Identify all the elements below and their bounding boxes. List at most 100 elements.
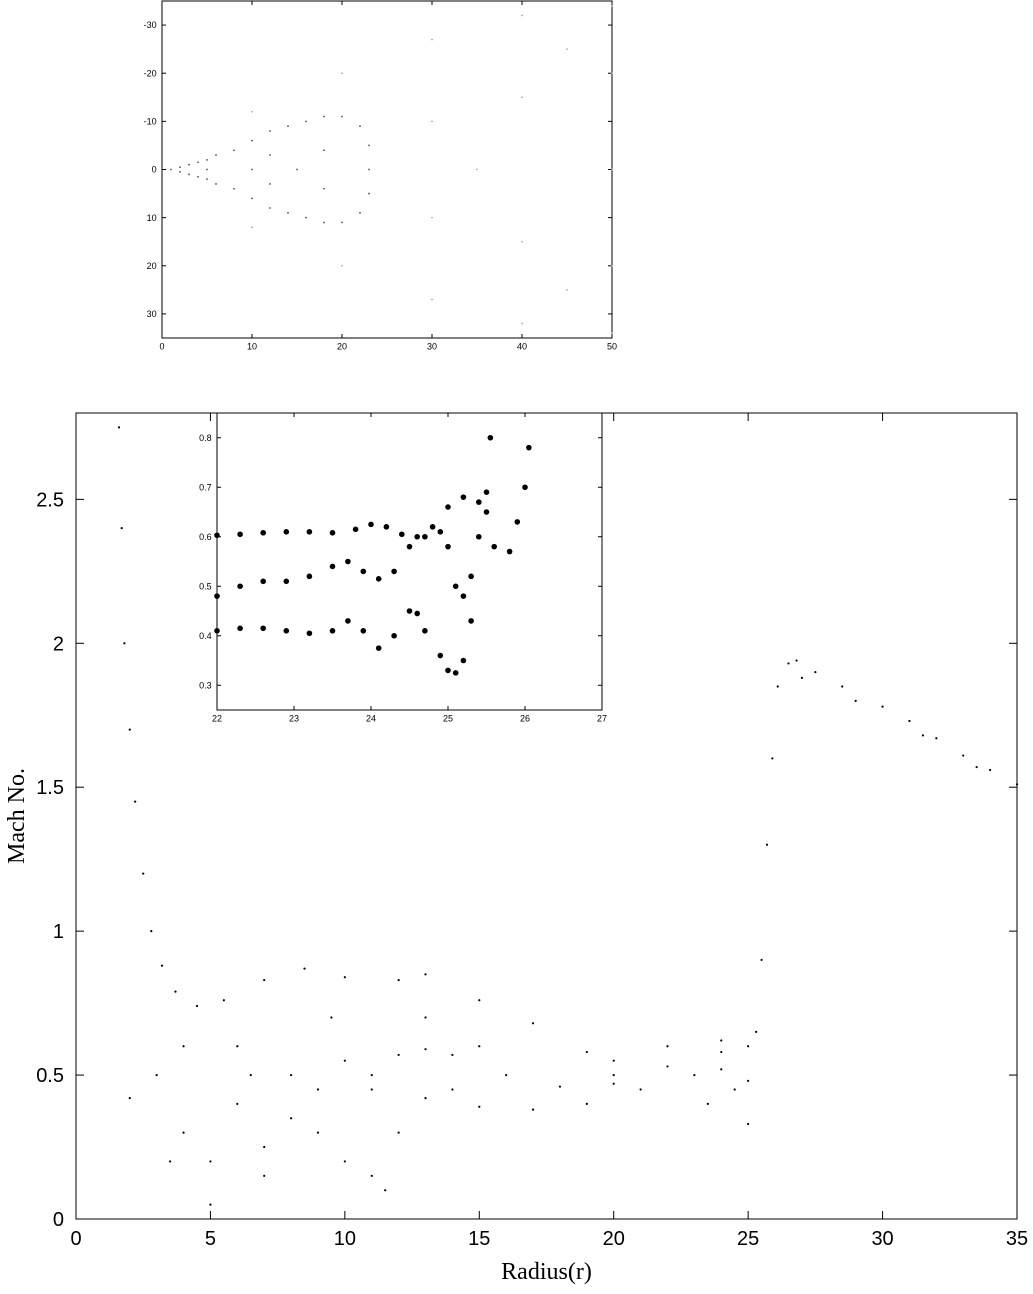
point: [306, 630, 313, 637]
x-tick-label: 15: [468, 1228, 490, 1250]
point: [289, 1117, 293, 1120]
x-tick-label: 26: [520, 714, 530, 724]
point: [370, 1088, 373, 1091]
point: [360, 628, 367, 634]
point: [117, 426, 121, 429]
point: [505, 1073, 508, 1077]
point: [566, 288, 568, 291]
point: [755, 1030, 758, 1033]
x-tick-label: 0: [159, 342, 164, 352]
point: [249, 1073, 252, 1077]
point: [720, 1050, 723, 1054]
point: [424, 1048, 427, 1051]
point: [305, 216, 307, 219]
point: [236, 1102, 239, 1105]
point: [429, 524, 436, 530]
point: [566, 48, 568, 51]
point: [424, 1016, 427, 1019]
y-tick-label: 1: [53, 921, 64, 943]
point: [397, 1053, 400, 1057]
point: [170, 168, 172, 171]
point: [437, 529, 444, 535]
y-tick-label: 0: [152, 165, 157, 175]
point: [215, 154, 217, 156]
point: [747, 1079, 750, 1082]
point: [854, 699, 857, 702]
point: [733, 1088, 736, 1091]
point: [283, 578, 290, 585]
point: [491, 543, 498, 550]
y-tick-label: 2.5: [36, 489, 64, 511]
point: [188, 173, 190, 176]
point: [195, 1004, 199, 1008]
point: [269, 183, 271, 185]
point: [329, 563, 336, 570]
point: [483, 489, 490, 496]
point: [460, 593, 467, 599]
point: [693, 1073, 696, 1077]
point: [209, 1203, 212, 1206]
point: [368, 144, 370, 147]
point: [383, 524, 390, 530]
point: [611, 332, 613, 335]
point: [514, 519, 521, 525]
point: [639, 1088, 642, 1091]
point: [483, 509, 490, 515]
point: [451, 1053, 454, 1057]
point: [558, 1085, 562, 1088]
point: [142, 872, 145, 875]
point: [370, 1174, 373, 1177]
point: [368, 192, 370, 195]
point: [343, 976, 346, 979]
point: [323, 221, 325, 224]
point: [323, 187, 325, 190]
point: [209, 1160, 212, 1163]
point: [468, 618, 474, 624]
x-axis-label: Radius(r): [501, 1259, 592, 1285]
point: [611, 4, 613, 7]
point: [343, 1160, 346, 1163]
x-tick-label: 24: [366, 714, 376, 724]
point: [437, 652, 444, 659]
x-tick-label: 10: [247, 342, 257, 352]
x-tick-label: 5: [205, 1228, 216, 1250]
point: [352, 526, 359, 533]
point: [476, 533, 482, 540]
point: [1015, 783, 1019, 786]
y-tick-label: 10: [147, 213, 157, 223]
point: [531, 1108, 535, 1111]
x-tick-label: 30: [427, 342, 437, 352]
point: [460, 494, 467, 500]
point: [296, 168, 298, 171]
point: [269, 154, 271, 156]
point: [478, 1105, 481, 1108]
point: [760, 958, 763, 962]
point: [359, 125, 361, 128]
point: [233, 187, 235, 190]
point: [841, 685, 844, 688]
point: [921, 734, 925, 737]
point: [478, 999, 481, 1002]
y-tick-label: 0: [53, 1209, 64, 1231]
point: [521, 14, 523, 17]
point: [263, 978, 266, 982]
point: [179, 166, 181, 168]
point: [206, 178, 208, 181]
point: [962, 754, 965, 757]
point: [414, 610, 421, 617]
point: [341, 115, 343, 118]
point: [585, 1102, 588, 1105]
point: [526, 444, 532, 451]
point: [399, 531, 405, 538]
point: [330, 1016, 333, 1019]
point: [612, 1073, 615, 1077]
x-tick-label: 23: [289, 714, 299, 724]
point: [341, 221, 343, 224]
point: [303, 967, 306, 970]
point: [375, 576, 382, 582]
point: [776, 685, 779, 688]
point: [197, 161, 199, 164]
point: [306, 573, 313, 580]
x-tick-label: 35: [1006, 1228, 1028, 1250]
